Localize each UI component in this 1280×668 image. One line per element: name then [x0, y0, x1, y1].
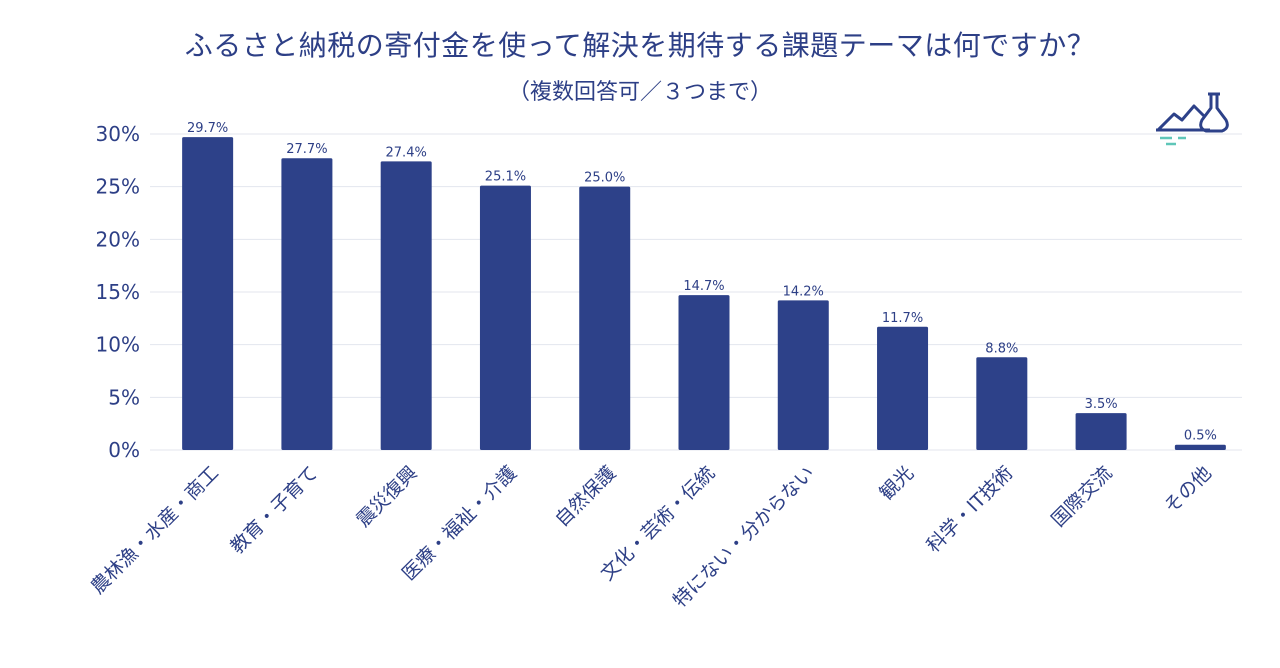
data-label: 25.1% — [485, 170, 526, 185]
data-label: 14.7% — [683, 279, 724, 294]
mountain-flask-icon — [1156, 92, 1229, 146]
data-label: 3.5% — [1085, 397, 1118, 412]
data-label: 27.7% — [286, 142, 327, 157]
y-tick-label: 15% — [96, 280, 140, 304]
bar — [380, 161, 432, 451]
y-tick-label: 25% — [96, 175, 140, 199]
data-label: 29.7% — [187, 121, 228, 136]
x-tick-label: 自然保護 — [551, 462, 620, 531]
y-tick-label: 30% — [96, 122, 140, 146]
bar — [777, 300, 829, 450]
y-tick-label: 0% — [108, 438, 140, 462]
y-tick-label: 20% — [96, 227, 140, 251]
chart-subtitle: （複数回答可／３つまで） — [507, 80, 772, 105]
bar — [678, 295, 730, 450]
x-tick-label: 教育・子育て — [226, 462, 322, 558]
data-label: 27.4% — [386, 145, 427, 160]
bar — [976, 357, 1028, 450]
bar — [1174, 444, 1226, 450]
data-label: 0.5% — [1184, 429, 1217, 444]
x-tick-label: 農林漁・水産・商工 — [87, 462, 223, 598]
chart-title: ふるさと納税の寄付金を使って解決を期待する課題テーマは何ですか？ — [184, 29, 1096, 62]
bar — [479, 185, 531, 450]
x-tick-label: 震災復興 — [352, 462, 421, 531]
data-label: 14.2% — [783, 284, 824, 299]
data-label: 11.7% — [882, 311, 923, 326]
bar — [1075, 413, 1127, 450]
x-tick-label: 観光 — [876, 462, 918, 504]
y-tick-label: 10% — [96, 333, 140, 357]
bar — [182, 137, 234, 450]
bar — [579, 186, 631, 450]
x-tick-label: 国際交流 — [1047, 462, 1116, 531]
data-label: 25.0% — [584, 171, 625, 186]
y-tick-label: 5% — [108, 385, 140, 409]
x-tick-label: 科学・IT技術 — [922, 462, 1017, 557]
data-label: 8.8% — [985, 341, 1018, 356]
bar — [877, 326, 929, 450]
x-tick-label: その他 — [1160, 462, 1216, 518]
bar — [281, 158, 333, 450]
